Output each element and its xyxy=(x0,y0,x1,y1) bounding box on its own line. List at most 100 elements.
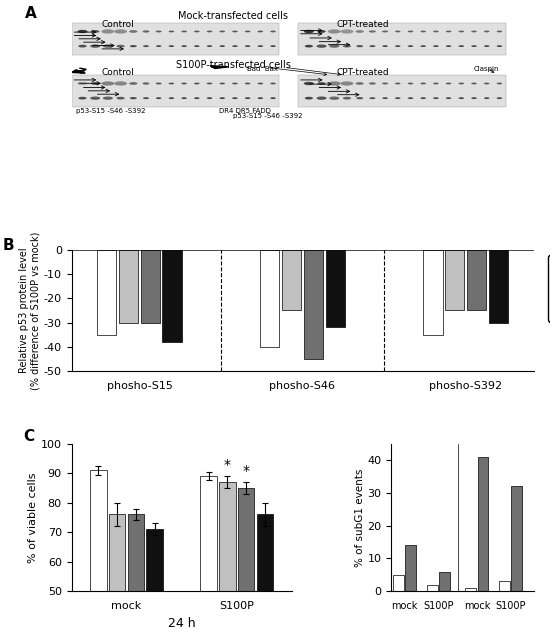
Ellipse shape xyxy=(497,45,502,47)
Ellipse shape xyxy=(459,97,464,99)
Ellipse shape xyxy=(497,97,502,99)
Ellipse shape xyxy=(232,31,238,32)
Ellipse shape xyxy=(156,30,162,33)
Ellipse shape xyxy=(142,30,150,33)
Ellipse shape xyxy=(182,45,187,47)
Ellipse shape xyxy=(90,45,100,48)
Bar xyxy=(162,250,182,342)
Ellipse shape xyxy=(182,31,187,32)
Ellipse shape xyxy=(232,82,238,84)
Text: Claspin: Claspin xyxy=(474,65,499,72)
Ellipse shape xyxy=(194,31,200,32)
Bar xyxy=(282,250,301,311)
Text: DR4 DR5 FADD: DR4 DR5 FADD xyxy=(219,108,271,114)
Ellipse shape xyxy=(114,30,127,33)
Ellipse shape xyxy=(156,97,162,99)
Ellipse shape xyxy=(328,30,341,33)
Ellipse shape xyxy=(471,45,477,47)
Ellipse shape xyxy=(420,45,426,47)
Ellipse shape xyxy=(497,31,502,32)
Ellipse shape xyxy=(382,45,388,47)
Ellipse shape xyxy=(245,97,250,99)
X-axis label: 24 h: 24 h xyxy=(168,616,195,629)
Text: A: A xyxy=(25,6,37,21)
Ellipse shape xyxy=(257,97,263,99)
Ellipse shape xyxy=(182,82,187,84)
Ellipse shape xyxy=(433,82,439,84)
Ellipse shape xyxy=(182,97,187,99)
Bar xyxy=(512,486,522,591)
Ellipse shape xyxy=(433,31,439,32)
Polygon shape xyxy=(210,65,229,69)
Ellipse shape xyxy=(169,45,174,47)
Ellipse shape xyxy=(459,45,464,47)
Bar xyxy=(467,250,486,311)
Ellipse shape xyxy=(433,45,439,47)
Ellipse shape xyxy=(408,97,413,99)
Bar xyxy=(298,75,506,107)
Ellipse shape xyxy=(305,97,313,99)
Bar xyxy=(488,250,508,323)
Bar xyxy=(477,457,488,591)
Ellipse shape xyxy=(408,31,413,32)
Ellipse shape xyxy=(78,45,87,48)
Ellipse shape xyxy=(395,82,400,84)
Bar xyxy=(90,470,107,629)
Ellipse shape xyxy=(91,30,100,33)
Ellipse shape xyxy=(257,82,263,84)
Ellipse shape xyxy=(355,30,364,33)
Bar xyxy=(260,250,279,347)
Ellipse shape xyxy=(317,30,326,33)
Ellipse shape xyxy=(194,82,200,84)
Ellipse shape xyxy=(420,82,426,84)
Bar xyxy=(200,476,217,629)
Ellipse shape xyxy=(459,82,464,84)
Ellipse shape xyxy=(382,82,388,84)
Ellipse shape xyxy=(433,97,439,99)
Ellipse shape xyxy=(129,30,138,33)
Text: B: B xyxy=(2,238,14,253)
Ellipse shape xyxy=(355,82,364,85)
Ellipse shape xyxy=(484,97,490,99)
Ellipse shape xyxy=(156,45,162,47)
Bar xyxy=(298,23,506,55)
Legend: control, CPT, PTX, ETP: control, CPT, PTX, ETP xyxy=(548,255,550,321)
Ellipse shape xyxy=(370,97,376,99)
Text: p53-S15 -S46 -S392: p53-S15 -S46 -S392 xyxy=(76,108,146,114)
Ellipse shape xyxy=(101,81,114,86)
Text: *: * xyxy=(243,464,250,477)
Y-axis label: % of viable cells: % of viable cells xyxy=(28,472,38,563)
Ellipse shape xyxy=(232,97,238,99)
Bar xyxy=(97,250,117,335)
Ellipse shape xyxy=(169,97,174,99)
Ellipse shape xyxy=(369,82,376,85)
Ellipse shape xyxy=(143,97,149,99)
Text: CPT-treated: CPT-treated xyxy=(336,68,389,77)
Ellipse shape xyxy=(78,82,87,85)
Ellipse shape xyxy=(219,45,225,47)
Ellipse shape xyxy=(219,31,225,32)
Ellipse shape xyxy=(232,45,238,47)
Ellipse shape xyxy=(219,82,225,84)
Ellipse shape xyxy=(484,82,490,84)
Ellipse shape xyxy=(78,30,87,33)
Bar xyxy=(109,515,125,629)
Ellipse shape xyxy=(207,45,212,47)
Ellipse shape xyxy=(484,45,490,47)
Ellipse shape xyxy=(219,97,225,99)
Ellipse shape xyxy=(270,31,276,32)
Ellipse shape xyxy=(207,82,212,84)
Ellipse shape xyxy=(257,31,263,32)
Y-axis label: Relative p53 protein level
(% difference of S100P vs mock): Relative p53 protein level (% difference… xyxy=(19,231,41,389)
Ellipse shape xyxy=(446,45,452,47)
Bar xyxy=(499,581,510,591)
Bar xyxy=(304,250,323,359)
Ellipse shape xyxy=(382,30,388,33)
Ellipse shape xyxy=(408,45,413,47)
Ellipse shape xyxy=(117,45,125,48)
Ellipse shape xyxy=(91,82,100,85)
Ellipse shape xyxy=(130,97,137,99)
Ellipse shape xyxy=(207,31,212,32)
Ellipse shape xyxy=(340,81,354,86)
Text: *: * xyxy=(224,458,231,472)
